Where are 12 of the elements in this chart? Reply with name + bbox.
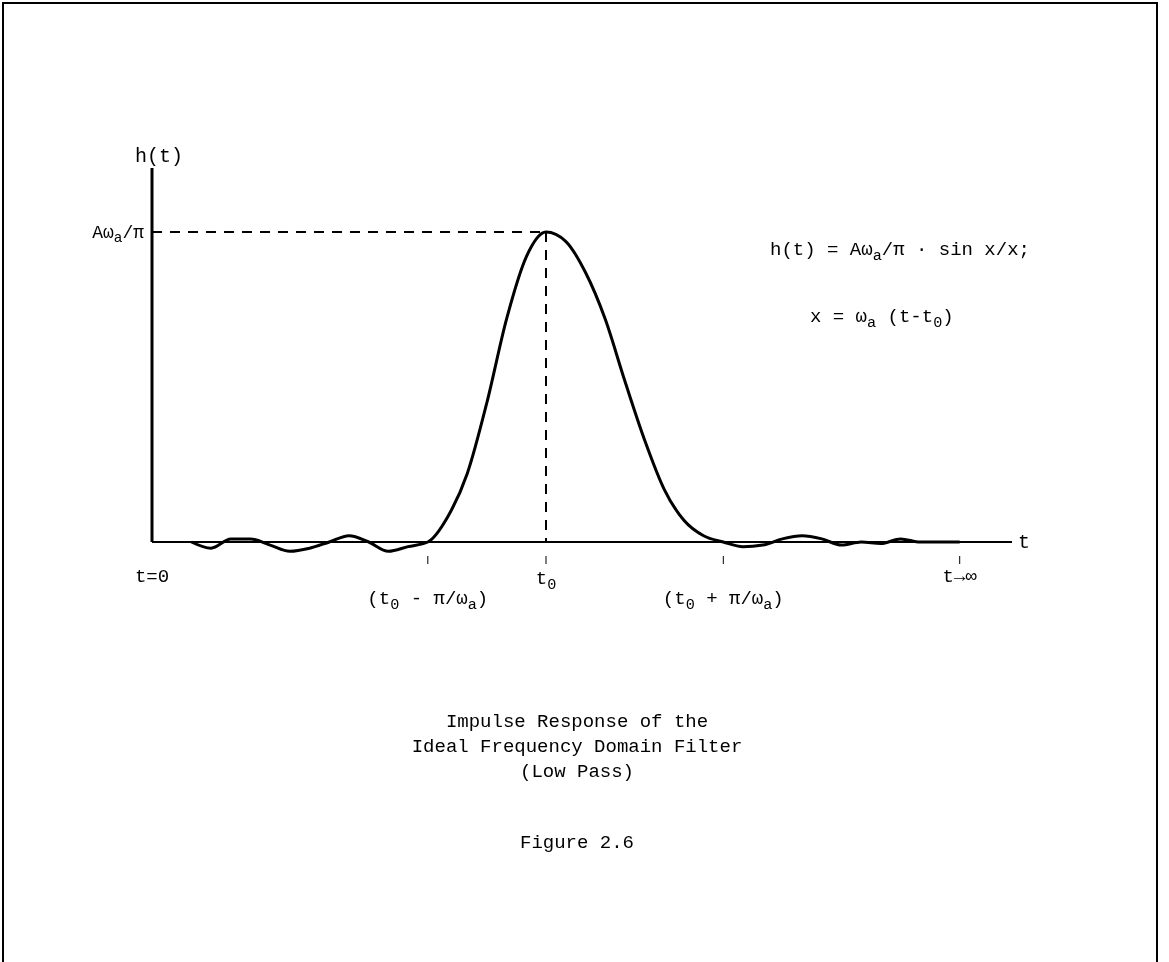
caption: Figure 2.6 — [519, 832, 635, 854]
y-axis-title: h(t) — [135, 145, 184, 168]
ref-line-label: Aω$_{a}$/π — [92, 223, 145, 247]
x-tick-label: t$_{0}$ — [535, 568, 557, 594]
x-tick-label: t=0 — [134, 566, 170, 588]
annotation: h(t) = Aω$_{a}$/π · sin x/x; — [770, 239, 1030, 265]
x-tick-label: t→∞ — [942, 566, 978, 588]
text: Impulse Response of the Ideal Frequency Domain Filter (Low Pass) — [411, 711, 743, 783]
x-tick-label: (t$_{0}$ + π/ω$_{a}$) — [662, 588, 784, 614]
annotation: x = ω$_{a}$ (t-t$_{0}$) — [810, 306, 954, 332]
x-axis-title: t — [1018, 531, 1031, 554]
x-tick-label: (t$_{0}$ - π/ω$_{a}$) — [367, 588, 489, 614]
